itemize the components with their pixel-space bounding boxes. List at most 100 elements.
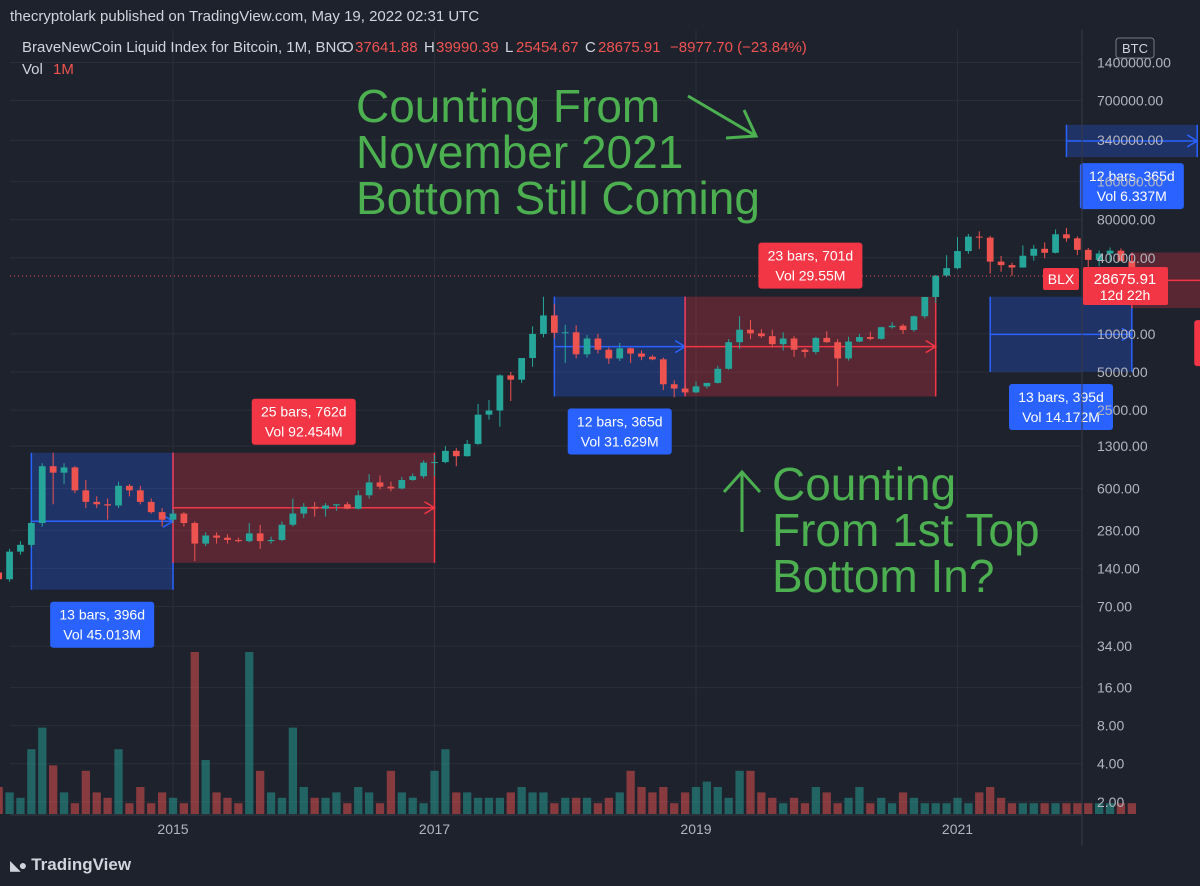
candle [1106, 247, 1114, 262]
candle [278, 521, 286, 542]
volume-bar [648, 792, 657, 814]
candle-body [289, 513, 297, 525]
measure-boxes[interactable] [30, 124, 1200, 590]
candle-body [300, 506, 308, 514]
candle [6, 548, 13, 582]
measure-box-red[interactable] [684, 296, 938, 397]
candle [866, 331, 874, 341]
candle-body [975, 236, 983, 238]
candle-body [104, 504, 112, 506]
volume-bar [256, 770, 265, 814]
volume-bar [789, 797, 799, 814]
measure-label-box [1194, 320, 1200, 367]
symbol-tag [1043, 268, 1079, 290]
candle [1117, 248, 1125, 262]
volume-bar [364, 792, 374, 814]
measure-box-blue[interactable] [989, 296, 1134, 372]
candle [605, 347, 613, 364]
volume-bar [343, 803, 352, 814]
volume-bar [92, 792, 101, 814]
volume-bar [397, 792, 406, 814]
volume-bar [735, 770, 744, 814]
currency-badge[interactable] [1115, 37, 1155, 59]
volume-bar [1018, 803, 1028, 814]
candle-body [965, 236, 972, 252]
measure-label-box [567, 408, 672, 455]
volume-bar [495, 797, 505, 814]
y-tick-label: 340000.00 [1097, 132, 1163, 148]
candle-body [856, 337, 863, 342]
annotation-top-line-1: Counting From [356, 80, 660, 132]
candle-body [736, 329, 743, 343]
volume-bar [713, 787, 722, 814]
candle [38, 463, 46, 527]
volume-bar [931, 803, 940, 814]
y-tick-label: 280.00 [1097, 522, 1140, 538]
candle-body [398, 480, 406, 489]
measure-label-volume: Vol 29.55M [775, 268, 845, 284]
candle [245, 523, 253, 543]
price-axis[interactable]: 1400000.00 700000.00 340000.00 160000.00 800… [1097, 54, 1171, 809]
candle-body [768, 336, 776, 345]
tradingview-logo[interactable]: ◣● TradingView [10, 855, 131, 875]
candle [550, 304, 558, 339]
volume-legend-interval: 1M [53, 61, 74, 78]
time-axis[interactable]: 201520172019202120232025 [157, 821, 1200, 837]
price-chart[interactable]: 13 bars, 396d Vol 45.013M 25 bars, 762d Vol… [0, 0, 1200, 846]
volume-bar [277, 797, 287, 814]
candle [398, 476, 406, 490]
volume-bar [59, 792, 69, 814]
annotation-top-line-2: November 2021 [356, 126, 683, 178]
volume-bar [1029, 803, 1038, 814]
candle [583, 335, 591, 358]
volume-bar [201, 760, 210, 814]
candle-body [703, 382, 711, 387]
candle [768, 329, 776, 348]
candle-layer [0, 227, 1136, 582]
candle-body [1117, 250, 1125, 262]
candle [561, 324, 569, 363]
candle [659, 357, 667, 391]
candle-body [354, 495, 362, 509]
candle [681, 382, 689, 394]
volume-bar [484, 797, 494, 814]
candle-body [943, 268, 950, 276]
measure-box-blue[interactable] [1065, 124, 1199, 158]
volume-bar [1127, 803, 1136, 814]
candle-body [561, 332, 569, 334]
measure-label-red: 23 bars, 701d Vol 29.55M [758, 242, 863, 289]
candle-body [1052, 234, 1059, 253]
volume-bar [898, 792, 908, 814]
last-price-tag [1083, 267, 1168, 305]
candle [0, 572, 3, 580]
annotation-bottom-line-3: Bottom In? [772, 550, 994, 602]
candle-body [1095, 253, 1103, 260]
candle [267, 536, 275, 544]
candle-body [442, 450, 449, 463]
candle [834, 339, 842, 387]
measure-label-bars: 23 bars, 701d [768, 248, 854, 264]
volume-bar [964, 803, 973, 814]
candle-body [71, 467, 79, 491]
measure-box-arrowhead [1121, 327, 1134, 341]
candle-body [147, 501, 155, 513]
annotation-top: Counting From November 2021 Bottom Still… [356, 80, 760, 224]
measure-label-box [1009, 384, 1114, 430]
candle [452, 448, 460, 467]
candle [1041, 242, 1049, 259]
candle-body [496, 375, 504, 411]
volume-bar [822, 792, 831, 814]
measure-label-bars: 13 bars, 396d [59, 607, 145, 623]
volume-bar [768, 797, 777, 814]
candle-body [779, 338, 787, 345]
candle [790, 336, 798, 357]
symbol-title[interactable]: BraveNewCoin Liquid Index for Bitcoin, 1… [22, 39, 347, 56]
measure-box-blue[interactable] [30, 452, 175, 590]
volume-bar [125, 803, 134, 814]
candle-body [583, 338, 591, 355]
y-tick-label: 40000.00 [1097, 250, 1156, 266]
open-value: 37641.88 [355, 39, 418, 56]
volume-legend-label[interactable]: Vol [22, 61, 43, 78]
low-label: L [505, 39, 513, 56]
candle [311, 501, 319, 517]
